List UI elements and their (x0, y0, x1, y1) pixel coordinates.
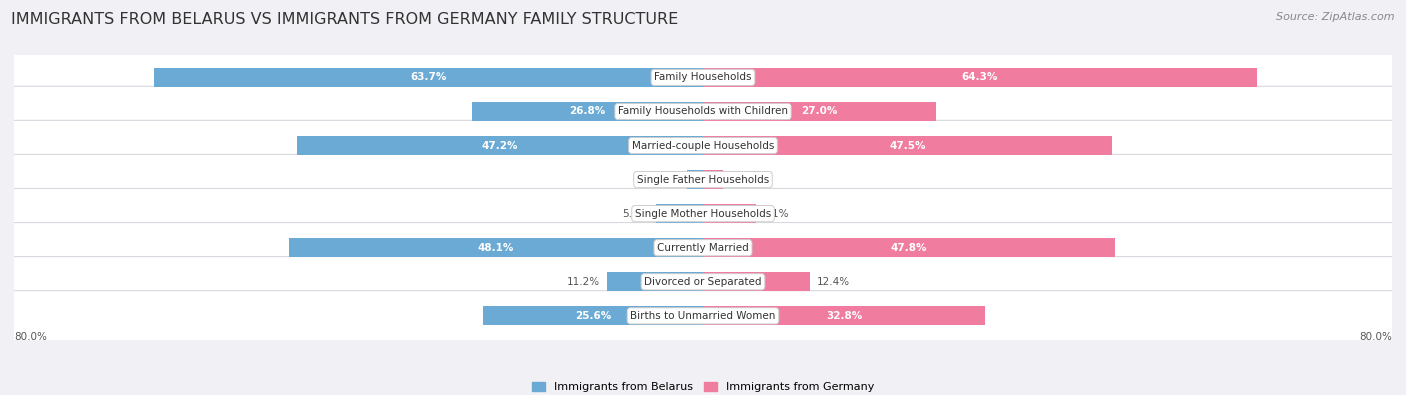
Text: 80.0%: 80.0% (14, 332, 46, 342)
Text: Currently Married: Currently Married (657, 243, 749, 253)
Text: Divorced or Separated: Divorced or Separated (644, 277, 762, 287)
Bar (703, 136, 1112, 155)
Text: 2.3%: 2.3% (730, 175, 756, 184)
Text: 63.7%: 63.7% (411, 72, 447, 83)
FancyBboxPatch shape (7, 291, 1399, 341)
Bar (703, 170, 723, 189)
Text: 25.6%: 25.6% (575, 311, 610, 321)
Text: 48.1%: 48.1% (478, 243, 515, 253)
Bar (472, 102, 703, 121)
Bar (703, 238, 1115, 257)
Bar (686, 170, 703, 189)
Bar (288, 238, 703, 257)
Text: 26.8%: 26.8% (569, 107, 606, 117)
Text: Births to Unmarried Women: Births to Unmarried Women (630, 311, 776, 321)
Text: 6.1%: 6.1% (762, 209, 789, 219)
FancyBboxPatch shape (7, 154, 1399, 205)
Bar (297, 136, 703, 155)
Text: 1.9%: 1.9% (654, 175, 679, 184)
Text: 32.8%: 32.8% (827, 311, 862, 321)
Text: Family Households with Children: Family Households with Children (619, 107, 787, 117)
Bar (703, 307, 986, 325)
Text: 64.3%: 64.3% (962, 72, 998, 83)
Text: Single Mother Households: Single Mother Households (636, 209, 770, 219)
FancyBboxPatch shape (7, 188, 1399, 239)
Text: 12.4%: 12.4% (817, 277, 849, 287)
Text: Source: ZipAtlas.com: Source: ZipAtlas.com (1277, 12, 1395, 22)
Bar (482, 307, 703, 325)
FancyBboxPatch shape (7, 52, 1399, 103)
Bar (655, 204, 703, 223)
Bar (703, 273, 810, 291)
FancyBboxPatch shape (7, 120, 1399, 171)
Bar (703, 102, 935, 121)
Bar (703, 204, 755, 223)
FancyBboxPatch shape (7, 86, 1399, 137)
Bar (703, 68, 1257, 87)
Bar (606, 273, 703, 291)
Text: 47.8%: 47.8% (890, 243, 927, 253)
Text: Single Father Households: Single Father Households (637, 175, 769, 184)
Text: 80.0%: 80.0% (1360, 332, 1392, 342)
Text: Family Households: Family Households (654, 72, 752, 83)
FancyBboxPatch shape (7, 222, 1399, 273)
Text: IMMIGRANTS FROM BELARUS VS IMMIGRANTS FROM GERMANY FAMILY STRUCTURE: IMMIGRANTS FROM BELARUS VS IMMIGRANTS FR… (11, 12, 679, 27)
Text: 27.0%: 27.0% (801, 107, 838, 117)
Text: 47.5%: 47.5% (889, 141, 925, 150)
Legend: Immigrants from Belarus, Immigrants from Germany: Immigrants from Belarus, Immigrants from… (527, 377, 879, 395)
Bar (155, 68, 703, 87)
Text: Married-couple Households: Married-couple Households (631, 141, 775, 150)
Text: 5.5%: 5.5% (623, 209, 648, 219)
FancyBboxPatch shape (7, 257, 1399, 307)
Text: 47.2%: 47.2% (481, 141, 517, 150)
Text: 11.2%: 11.2% (567, 277, 599, 287)
